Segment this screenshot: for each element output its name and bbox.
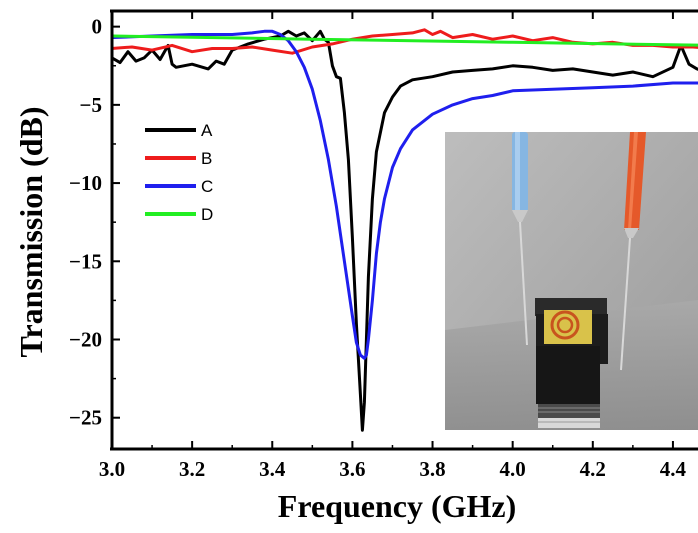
x-ticks: 3.0 3.2 3.4 3.6 3.8 4.0 4.2 4.4 [99, 11, 687, 481]
series-layer [113, 28, 698, 432]
x-axis-title: Frequency (GHz) [278, 488, 516, 524]
axes [110, 9, 698, 451]
x-tick-label: 3.8 [419, 457, 445, 481]
y-tick-label: −15 [69, 249, 102, 273]
y-tick-label: −10 [69, 171, 102, 195]
y-axis-title: Transmission (dB) [13, 106, 49, 357]
orange-probe-icon [620, 132, 646, 371]
legend-label-d: D [201, 205, 213, 224]
x-tick-label: 4.0 [500, 457, 526, 481]
x-tick-label: 3.2 [179, 457, 205, 481]
inset-photo [445, 132, 698, 430]
series-line-d [113, 34, 698, 47]
x-tick-label: 4.2 [580, 457, 606, 481]
x-tick-label: 3.0 [99, 457, 125, 481]
y-tick-label: −25 [69, 406, 102, 430]
x-tick-label: 3.4 [259, 457, 286, 481]
blue-probe-icon [512, 132, 528, 346]
series-line-a [113, 29, 698, 432]
legend-label-b: B [201, 149, 212, 168]
legend-label-c: C [201, 177, 213, 196]
x-tick-label: 4.4 [660, 457, 687, 481]
legend-label-a: A [201, 121, 213, 140]
series-line-c [113, 29, 698, 360]
y-tick-label: −5 [80, 93, 102, 117]
sample-block-icon [535, 298, 608, 428]
x-tick-label: 3.6 [339, 457, 365, 481]
y-ticks: 0 −5 −10 −15 −20 −25 [69, 15, 120, 430]
y-tick-label: −20 [69, 328, 102, 352]
y-tick-label: 0 [92, 15, 103, 39]
